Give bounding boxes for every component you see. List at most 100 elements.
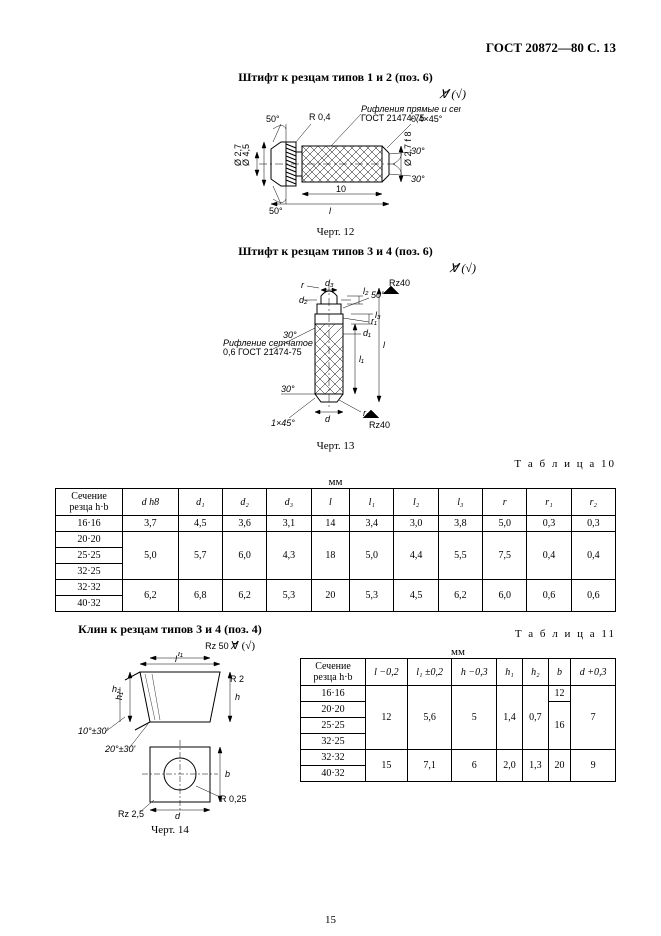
svg-text:Ø 2,7: Ø 2,7 xyxy=(233,144,243,166)
t11-c: 1,3 xyxy=(522,750,548,782)
t11-c: 6 xyxy=(452,750,497,782)
svg-text:R 2: R 2 xyxy=(230,674,244,684)
t10-c: 5,3 xyxy=(267,580,311,612)
svg-text:0,6 ГОСТ 21474-75: 0,6 ГОСТ 21474-75 xyxy=(223,347,302,357)
svg-text:l₁: l₁ xyxy=(178,652,183,658)
svg-text:l₂: l₂ xyxy=(363,286,369,296)
t10-c: 0,3 xyxy=(527,516,571,532)
t10-c: 0,4 xyxy=(571,532,615,580)
fig13-caption: Черт. 13 xyxy=(55,440,616,452)
t11-h: h₁ xyxy=(497,659,523,686)
t10-c: 5,7 xyxy=(178,532,222,580)
fig12-surface: ∀̸ (√) xyxy=(55,87,616,102)
t11-h: h −0,3 xyxy=(452,659,497,686)
t11-c: 32·32 xyxy=(301,750,366,766)
t11-c: 5,6 xyxy=(407,686,452,750)
page-header: ГОСТ 20872—80 С. 13 xyxy=(55,40,616,56)
t11-c: 5 xyxy=(452,686,497,750)
t10-c: 32·25 xyxy=(56,564,123,580)
t10-c: 0,6 xyxy=(571,580,615,612)
t11-c: 25·25 xyxy=(301,718,366,734)
t10-c: 5,0 xyxy=(350,532,394,580)
t10-c: 3,8 xyxy=(438,516,482,532)
t11-h: l₁ ±0,2 xyxy=(407,659,452,686)
svg-text:10: 10 xyxy=(336,184,346,194)
t10-h0: Сечение резца h·b xyxy=(56,489,123,516)
t11-c: 2,0 xyxy=(497,750,523,782)
page-number: 15 xyxy=(0,914,661,926)
t10-c: 6,0 xyxy=(222,532,266,580)
fig12-drawing: 50° R 0,4 Рифления прямые и сетчатые ГОС… xyxy=(55,104,616,224)
t11-c: 15 xyxy=(366,750,408,782)
table10: Сечение резца h·b d h8 d₁ d₂ d₃ l l₁ l₂ … xyxy=(55,488,616,612)
t10-c: 32·32 xyxy=(56,580,123,596)
t10-h9: r xyxy=(483,489,527,516)
t11-h: Сечение резца h·b xyxy=(301,659,366,686)
t10-h2: d₁ xyxy=(178,489,222,516)
fig12-caption: Черт. 12 xyxy=(55,226,616,238)
t10-c: 6,2 xyxy=(222,580,266,612)
t10-c: 0,3 xyxy=(571,516,615,532)
svg-text:10°±30': 10°±30' xyxy=(78,726,109,736)
t10-h5: l xyxy=(311,489,350,516)
fig13-surface: ∀̸ (√) xyxy=(55,261,616,276)
svg-text:50°: 50° xyxy=(266,114,280,124)
t10-c: 6,2 xyxy=(123,580,179,612)
svg-text:Ø 2,7 f 8: Ø 2,7 f 8 xyxy=(403,131,413,166)
t11-c: 1,4 xyxy=(497,686,523,750)
fig14-caption: Черт. 14 xyxy=(55,824,285,836)
svg-text:Rz40: Rz40 xyxy=(389,278,410,288)
t10-c: 3,0 xyxy=(394,516,438,532)
t10-c: 5,3 xyxy=(350,580,394,612)
table11-label: Т а б л и ц а 11 xyxy=(300,628,616,640)
t10-c: 18 xyxy=(311,532,350,580)
svg-text:R 0,4: R 0,4 xyxy=(309,112,331,122)
svg-text:b: b xyxy=(225,769,230,779)
svg-text:30°: 30° xyxy=(283,330,297,340)
fig14-drawing: l l₁ h₂ h₁ h R 2 10°±30' 20°±30' d b Rz … xyxy=(55,652,285,822)
svg-text:h₁: h₁ xyxy=(114,692,124,700)
t10-c: 0,4 xyxy=(527,532,571,580)
t11-h: b xyxy=(548,659,571,686)
t10-c: 4,4 xyxy=(394,532,438,580)
t11-c: 12 xyxy=(366,686,408,750)
svg-text:Rz 2,5: Rz 2,5 xyxy=(118,809,144,819)
svg-text:l: l xyxy=(383,340,386,350)
svg-text:R 0,25: R 0,25 xyxy=(220,794,247,804)
t11-c: 9 xyxy=(571,750,616,782)
t11-h: l −0,2 xyxy=(366,659,408,686)
t10-c: 5,0 xyxy=(483,516,527,532)
svg-text:r₂: r₂ xyxy=(363,408,370,418)
t10-c: 0,6 xyxy=(527,580,571,612)
svg-text:d₁: d₁ xyxy=(363,328,371,338)
t10-c: 40·32 xyxy=(56,596,123,612)
table10-unit: мм xyxy=(55,476,616,488)
fig13-drawing: r d₃ l₂ Rz40 d₂ 50° r₁ l₃ d₁ Рифление се… xyxy=(55,278,616,438)
table10-label: Т а б л и ц а 10 xyxy=(55,458,616,470)
t10-c: 4,5 xyxy=(394,580,438,612)
t10-c: 5,5 xyxy=(438,532,482,580)
t10-c: 20 xyxy=(311,580,350,612)
svg-text:l: l xyxy=(329,206,332,216)
svg-text:30°: 30° xyxy=(411,146,425,156)
svg-text:30°: 30° xyxy=(281,384,295,394)
fig13-title: Штифт к резцам типов 3 и 4 (поз. 6) xyxy=(55,244,616,259)
t10-c: 6,8 xyxy=(178,580,222,612)
t10-h8: l₃ xyxy=(438,489,482,516)
t11-h: h₂ xyxy=(522,659,548,686)
t10-h7: l₂ xyxy=(394,489,438,516)
t11-c: 20·20 xyxy=(301,702,366,718)
t11-h: d +0,3 xyxy=(571,659,616,686)
svg-text:0,4×45°: 0,4×45° xyxy=(411,114,443,124)
t10-c: 4,5 xyxy=(178,516,222,532)
t11-c: 16·16 xyxy=(301,686,366,702)
t11-c: 32·25 xyxy=(301,734,366,750)
t10-r0-sec: 16·16 xyxy=(56,516,123,532)
t10-c: 3,4 xyxy=(350,516,394,532)
svg-text:d₂: d₂ xyxy=(299,295,308,305)
svg-text:50°: 50° xyxy=(269,206,283,216)
svg-text:20°±30': 20°±30' xyxy=(104,744,136,754)
svg-text:d₃: d₃ xyxy=(325,278,334,288)
t10-h11: r₂ xyxy=(571,489,615,516)
t11-c: 7 xyxy=(571,686,616,750)
